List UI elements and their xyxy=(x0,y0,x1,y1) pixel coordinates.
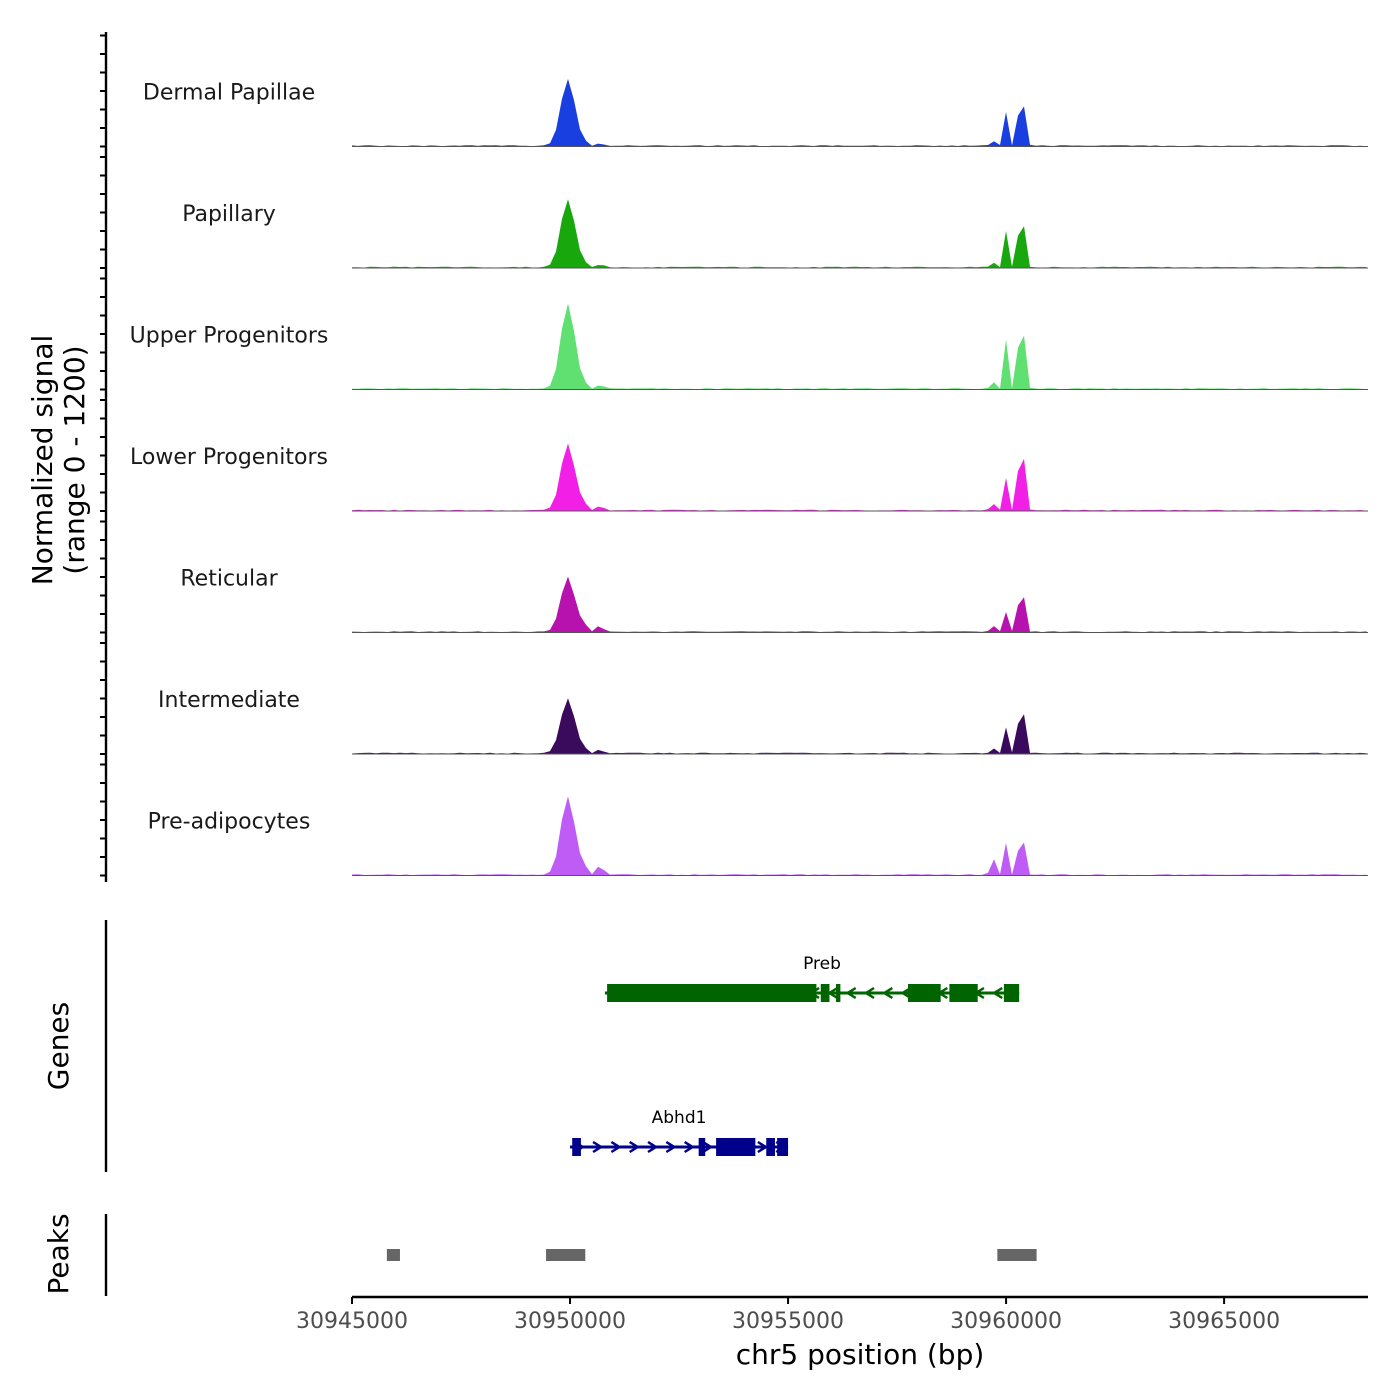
coverage-tracks: Dermal Papillae Papillary Upper Progenitor… xyxy=(130,78,1368,876)
coverage-area-reticular xyxy=(352,576,1368,633)
strand-chevron xyxy=(845,986,857,1000)
strand-chevron xyxy=(881,986,894,1000)
track-pre-adipocytes: Pre-adipocytes xyxy=(148,796,1368,876)
coverage-area-papillary xyxy=(352,199,1368,268)
peak-track xyxy=(386,1249,1037,1261)
track-lower-progenitors: Lower Progenitors xyxy=(130,443,1368,512)
strand-chevron xyxy=(629,1140,641,1154)
strand-chevron xyxy=(757,1140,769,1154)
gene-abhd1: Abhd1 xyxy=(570,1108,789,1156)
x-axis-title: chr5 position (bp) xyxy=(736,1338,985,1371)
strand-chevron xyxy=(665,1140,677,1154)
x-tick-label: 30965000 xyxy=(1168,1309,1280,1334)
gene-label-preb: Preb xyxy=(803,954,841,974)
axes: 30945000 30950000 30955000 30960000 30965000 xyxy=(100,32,1368,1334)
track-label-reticular: Reticular xyxy=(180,567,278,592)
track-reticular: Reticular xyxy=(180,567,1368,633)
x-tick-label: 30955000 xyxy=(732,1309,844,1334)
gene-exon-preb xyxy=(607,984,817,1002)
y-axis-title-line1: Normalized signal xyxy=(26,335,59,586)
gene-exon-abhd1 xyxy=(572,1138,581,1156)
track-label-dermal-papillae: Dermal Papillae xyxy=(143,81,315,106)
track-intermediate: Intermediate xyxy=(158,688,1368,755)
x-tick-label: 30960000 xyxy=(950,1309,1062,1334)
gene-exon-abhd1 xyxy=(766,1138,775,1156)
track-label-papillary: Papillary xyxy=(182,202,276,227)
gene-track: Preb Abhd1 xyxy=(570,954,1020,1156)
strand-chevron xyxy=(863,986,875,1000)
strand-chevron xyxy=(647,1140,659,1154)
track-dermal-papillae: Dermal Papillae xyxy=(143,78,1368,147)
coverage-area-pre-adipocytes xyxy=(352,796,1368,876)
gene-exon-preb xyxy=(907,984,941,1002)
gene-exon-abhd1 xyxy=(777,1138,789,1156)
coverage-area-dermal-papillae xyxy=(352,78,1368,147)
gene-exon-abhd1 xyxy=(716,1138,756,1156)
gene-preb: Preb xyxy=(604,954,1020,1002)
track-label-pre-adipocytes: Pre-adipocytes xyxy=(148,810,311,835)
gene-exon-preb xyxy=(1003,984,1020,1002)
gene-label-abhd1: Abhd1 xyxy=(652,1108,707,1128)
y-axis-title-line2: (range 0 - 1200) xyxy=(58,345,91,574)
strand-chevron xyxy=(991,986,1003,1000)
coverage-area-upper-progenitors xyxy=(352,303,1368,390)
strand-chevron xyxy=(683,1140,695,1154)
track-label-intermediate: Intermediate xyxy=(158,688,300,713)
x-tick-label: 30945000 xyxy=(296,1309,408,1334)
gene-exon-preb xyxy=(836,984,841,1002)
genes-track-title: Genes xyxy=(42,1002,75,1090)
track-upper-progenitors: Upper Progenitors xyxy=(130,303,1368,390)
gene-exon-abhd1 xyxy=(698,1138,706,1156)
gene-exon-preb xyxy=(949,984,978,1002)
track-label-lower-progenitors: Lower Progenitors xyxy=(130,445,328,470)
peak-region xyxy=(997,1249,1037,1261)
x-tick-label: 30950000 xyxy=(514,1309,626,1334)
coverage-area-lower-progenitors xyxy=(352,443,1368,511)
coverage-area-intermediate xyxy=(352,698,1368,754)
peaks-track-title: Peaks xyxy=(42,1213,75,1294)
strand-chevron xyxy=(702,1140,714,1154)
strand-chevron xyxy=(610,1140,622,1154)
peak-region xyxy=(386,1249,400,1261)
track-papillary: Papillary xyxy=(182,199,1368,269)
gene-exon-preb xyxy=(820,984,830,1002)
strand-chevron xyxy=(592,1140,604,1154)
track-label-upper-progenitors: Upper Progenitors xyxy=(130,324,329,349)
peak-region xyxy=(546,1249,586,1261)
